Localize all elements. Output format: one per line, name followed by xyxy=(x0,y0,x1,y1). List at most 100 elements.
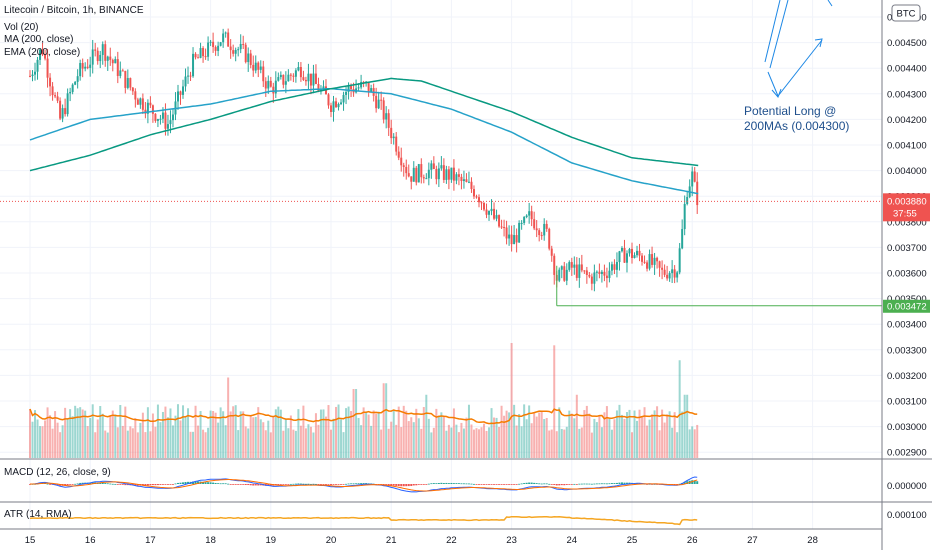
volume-bar xyxy=(54,411,57,458)
candle-body xyxy=(628,248,631,254)
macd-histogram-bar xyxy=(204,482,207,484)
volume-bar xyxy=(510,343,513,458)
volume-bar xyxy=(129,426,132,458)
time-axis[interactable]: 15 16 17 18 19 20 21 22 23 24 25 26 27 28 xyxy=(25,535,818,546)
legend-vol[interactable]: Vol (20) xyxy=(4,22,38,33)
candle-body xyxy=(563,266,566,281)
currency-badge[interactable]: BTC xyxy=(891,4,921,22)
arrowhead-2 xyxy=(771,88,782,98)
volume-bar xyxy=(691,426,694,458)
volume-bar xyxy=(360,425,363,458)
volume-bar xyxy=(59,432,62,458)
candle-body xyxy=(656,257,659,262)
candle-body xyxy=(658,261,661,268)
volume-bar xyxy=(573,418,576,458)
macd-histogram-bar xyxy=(302,483,305,485)
volume-bar xyxy=(257,407,260,458)
macd-histogram-bar xyxy=(194,481,197,484)
volume-bar xyxy=(227,377,230,458)
macd-histogram-bar xyxy=(224,483,227,485)
macd-histogram-bar xyxy=(111,483,114,485)
volume-bar xyxy=(309,426,312,458)
volume-bar xyxy=(345,408,348,458)
volume-bar xyxy=(370,425,373,458)
macd-histogram-bar xyxy=(430,483,433,485)
macd-line xyxy=(30,476,698,493)
annotation-line-1[interactable]: Potential Long @ xyxy=(744,104,836,118)
macd-histogram-bar xyxy=(570,484,573,485)
price-tick-label: 0.004300 xyxy=(887,89,927,100)
volume-bar xyxy=(405,410,408,458)
volume-bar xyxy=(555,431,558,458)
candle-body xyxy=(508,234,511,239)
candle-body xyxy=(214,47,217,51)
candle-body xyxy=(598,271,601,274)
legend-ema[interactable]: EMA (200, close) xyxy=(4,47,80,58)
candle-body xyxy=(392,136,395,139)
volume-bar xyxy=(583,410,586,458)
candle-body xyxy=(585,270,588,275)
candle-body xyxy=(518,222,521,243)
macd-histogram-bar xyxy=(420,484,423,485)
volume-bar xyxy=(430,432,433,458)
candle-body xyxy=(109,56,112,60)
time-tick-label: 21 xyxy=(386,535,397,546)
candle-body xyxy=(636,250,639,256)
macd-histogram-bar xyxy=(164,484,167,485)
macd-histogram-bar xyxy=(505,484,508,485)
price-tick-label: 0.004500 xyxy=(887,38,927,49)
volume-bar xyxy=(159,422,162,458)
candle-body xyxy=(603,271,606,276)
volume-bar xyxy=(407,421,410,458)
volume-bar xyxy=(84,410,87,458)
volume-bar xyxy=(588,413,591,458)
legend-ma[interactable]: MA (200, close) xyxy=(4,34,73,45)
volume-bar xyxy=(146,407,149,458)
macd-histogram-bar xyxy=(71,484,74,485)
volume-bar xyxy=(385,383,388,458)
candle-body xyxy=(29,75,31,77)
candle-body xyxy=(272,86,275,94)
legend-atr[interactable]: ATR (14, RMA) xyxy=(4,509,72,520)
candle-body xyxy=(600,271,603,274)
time-tick-label: 22 xyxy=(446,535,457,546)
candle-body xyxy=(124,70,127,88)
candle-body xyxy=(465,179,468,182)
annotation-line-2[interactable]: 200MAs (0.004300) xyxy=(744,119,849,133)
candle-body xyxy=(79,63,82,77)
arrowhead-1 xyxy=(814,38,823,48)
volume-bar xyxy=(480,427,483,458)
candle-body xyxy=(237,49,240,51)
candle-body xyxy=(467,181,470,183)
volume-bar xyxy=(104,430,107,458)
volume-bar xyxy=(41,426,44,458)
candle-body xyxy=(126,78,129,88)
legend-symbol[interactable]: Litecoin / Bitcoin, 1h, BINANCE xyxy=(4,5,144,16)
volume-bar xyxy=(169,408,172,458)
volume-bar xyxy=(237,430,240,458)
volume-bar xyxy=(204,432,207,458)
candle-body xyxy=(159,118,162,120)
drawing-arrows[interactable] xyxy=(764,0,833,98)
legend-macd[interactable]: MACD (12, 26, close, 9) xyxy=(4,467,111,478)
macd-histogram-bar xyxy=(432,483,435,484)
volume-bar xyxy=(445,430,448,458)
volume-bar xyxy=(131,428,134,458)
volume-bar xyxy=(550,429,553,458)
arrow-line-2 xyxy=(769,0,789,69)
candle-body xyxy=(651,254,654,265)
volume-bar xyxy=(495,417,498,458)
macd-histogram-bar xyxy=(483,484,486,485)
volume-bar xyxy=(36,419,39,458)
price-axis[interactable]: 0.0046000.0045000.0044000.0043000.004200… xyxy=(887,13,927,459)
candle-body xyxy=(530,211,533,220)
macd-histogram-bar xyxy=(297,483,300,485)
candle-body xyxy=(279,74,282,78)
candle-body xyxy=(548,228,551,249)
candle-body xyxy=(671,269,674,274)
macd-histogram-bar xyxy=(563,484,566,486)
volume-bar xyxy=(116,427,119,458)
macd-histogram-bar xyxy=(355,483,358,485)
volume-bar xyxy=(106,432,109,458)
